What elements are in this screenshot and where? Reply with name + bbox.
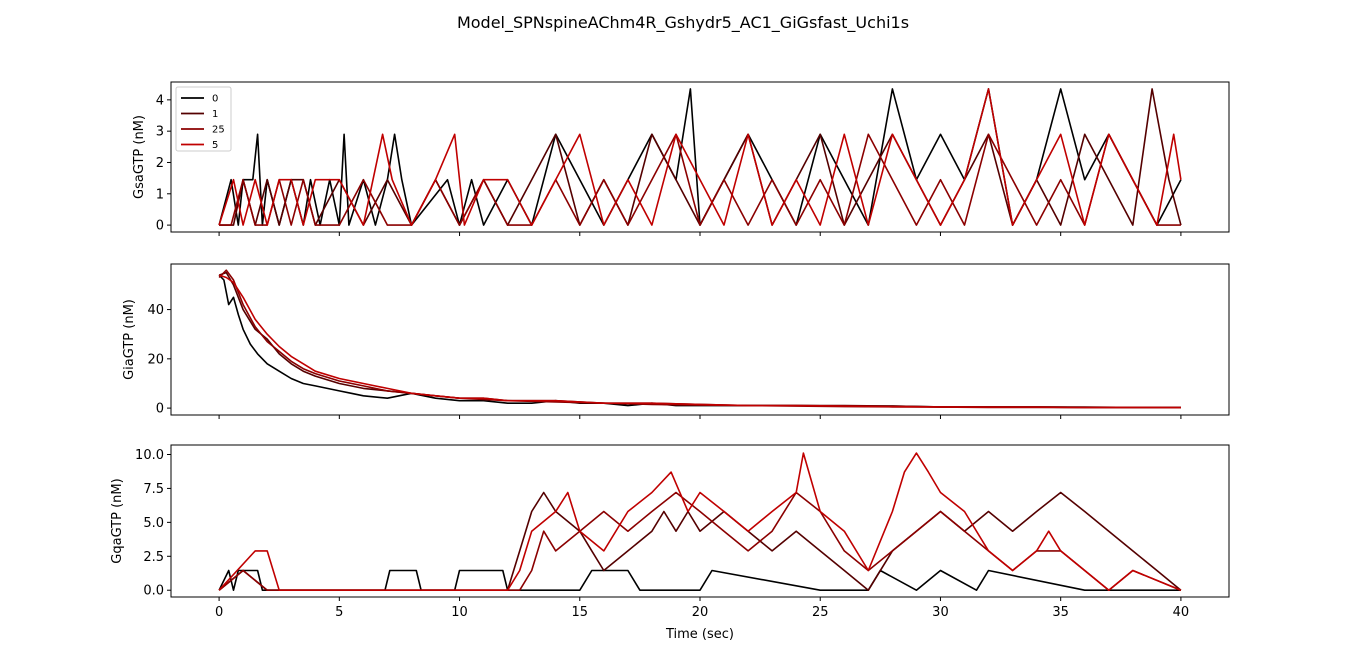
panel-3: 0 5 10 15 20 25 30 35 40 0.0 2.5 5.0 7.5 10.0 GqaGTP (… xyxy=(110,444,1230,642)
series-line-5 xyxy=(218,452,1182,592)
series-line-0 xyxy=(218,569,1181,592)
panel-2: 0 20 40 GiaGTP (nM) xyxy=(122,263,1230,419)
y-tick-label: 5.0 xyxy=(143,516,164,531)
x-tick-label: 30 xyxy=(932,605,949,620)
y-axis-label: GsaGTP (nM) xyxy=(132,115,147,199)
y-tick-label: 4 xyxy=(156,93,164,108)
x-tick-label: 40 xyxy=(1173,605,1190,620)
y-tick-label: 7.5 xyxy=(143,482,164,497)
series-group xyxy=(218,269,1181,409)
y-tick-label: 2 xyxy=(156,156,164,171)
x-axis-label: Time (sec) xyxy=(665,627,734,642)
series-line-25 xyxy=(219,133,1181,226)
panel-1: 0 1 2 3 4 GsaGTP (nM) 0 1 25 5 xyxy=(132,81,1230,236)
y-axis-label: GqaGTP (nM) xyxy=(110,478,125,563)
y-tick-label: 10.0 xyxy=(135,448,164,463)
x-tick-label: 0 xyxy=(215,605,223,620)
x-tick-label: 35 xyxy=(1052,605,1069,620)
legend: 0 1 25 5 xyxy=(175,86,232,152)
legend-label-25: 25 xyxy=(212,125,225,136)
legend-label-0: 0 xyxy=(212,94,218,105)
y-tick-label: 0.0 xyxy=(143,584,164,599)
series-line-5 xyxy=(218,88,1182,226)
panels: 0 1 2 3 4 GsaGTP (nM) 0 1 25 5 0 20 40 GiaGTP (nM) 0 5 1… xyxy=(110,81,1230,642)
y-tick-label: 1 xyxy=(156,187,164,202)
x-tick-label: 25 xyxy=(812,605,829,620)
series-line-5 xyxy=(218,274,1181,409)
x-tick-label: 10 xyxy=(451,605,468,620)
y-tick-label: 0 xyxy=(156,402,164,417)
y-tick-label: 2.5 xyxy=(143,550,164,565)
legend-label-5: 5 xyxy=(212,140,218,151)
y-tick-label: 3 xyxy=(156,125,164,140)
x-tick-label: 20 xyxy=(692,605,709,620)
x-tick-label: 5 xyxy=(335,605,343,620)
series-group xyxy=(218,452,1182,592)
chart-title: Model_SPNspineAChm4R_Gshydr5_AC1_GiGsfas… xyxy=(457,13,909,33)
x-tick-label: 15 xyxy=(571,605,588,620)
y-tick-label: 0 xyxy=(156,219,164,234)
legend-box xyxy=(175,86,232,152)
y-tick-label: 20 xyxy=(147,352,164,367)
y-tick-label: 40 xyxy=(147,303,164,318)
series-group xyxy=(218,88,1182,226)
y-axis-label: GiaGTP (nM) xyxy=(122,299,137,380)
legend-label-1: 1 xyxy=(212,109,218,120)
